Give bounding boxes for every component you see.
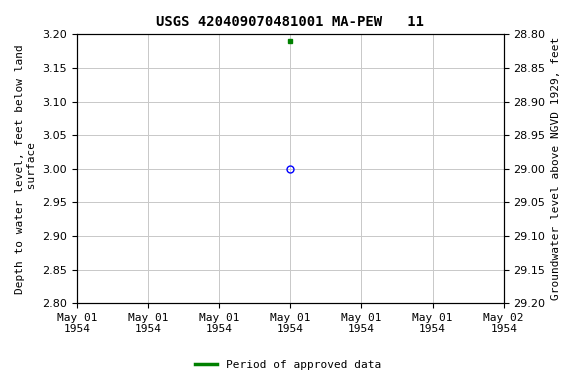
Legend: Period of approved data: Period of approved data <box>191 356 385 375</box>
Title: USGS 420409070481001 MA-PEW   11: USGS 420409070481001 MA-PEW 11 <box>156 15 425 29</box>
Y-axis label: Depth to water level, feet below land
 surface: Depth to water level, feet below land su… <box>15 44 37 294</box>
Y-axis label: Groundwater level above NGVD 1929, feet: Groundwater level above NGVD 1929, feet <box>551 37 561 300</box>
